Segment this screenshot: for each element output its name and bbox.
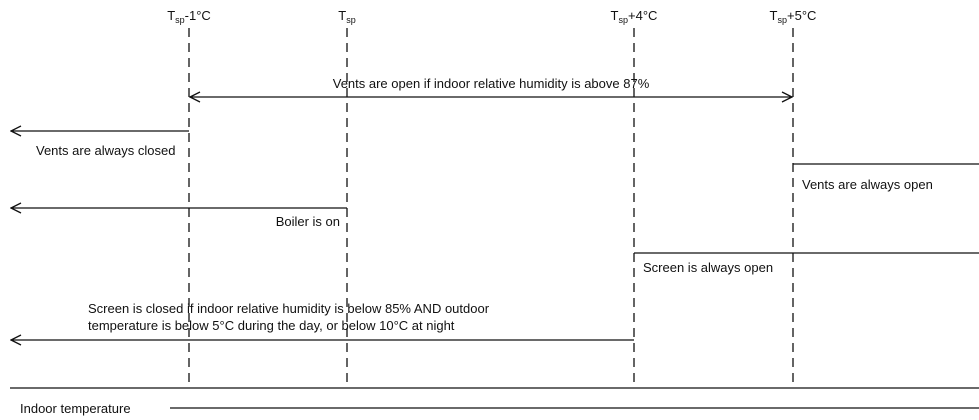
rule-text: Screen is always open	[643, 260, 773, 275]
rule-text: Vents are open if indoor relative humidi…	[333, 76, 650, 91]
rule-text: Vents are always open	[802, 177, 933, 192]
rule-text: Screen is closed if indoor relative humi…	[88, 301, 490, 316]
axis-label: Indoor temperature	[20, 401, 131, 416]
threshold-label: Tsp-1°C	[167, 8, 211, 25]
rule-text: Boiler is on	[276, 214, 340, 229]
rule-text: temperature is below 5°C during the day,…	[88, 318, 455, 333]
threshold-label: Tsp+4°C	[611, 8, 658, 25]
rule-text: Vents are always closed	[36, 143, 175, 158]
threshold-label: Tsp+5°C	[770, 8, 817, 25]
threshold-label: Tsp	[338, 8, 355, 25]
